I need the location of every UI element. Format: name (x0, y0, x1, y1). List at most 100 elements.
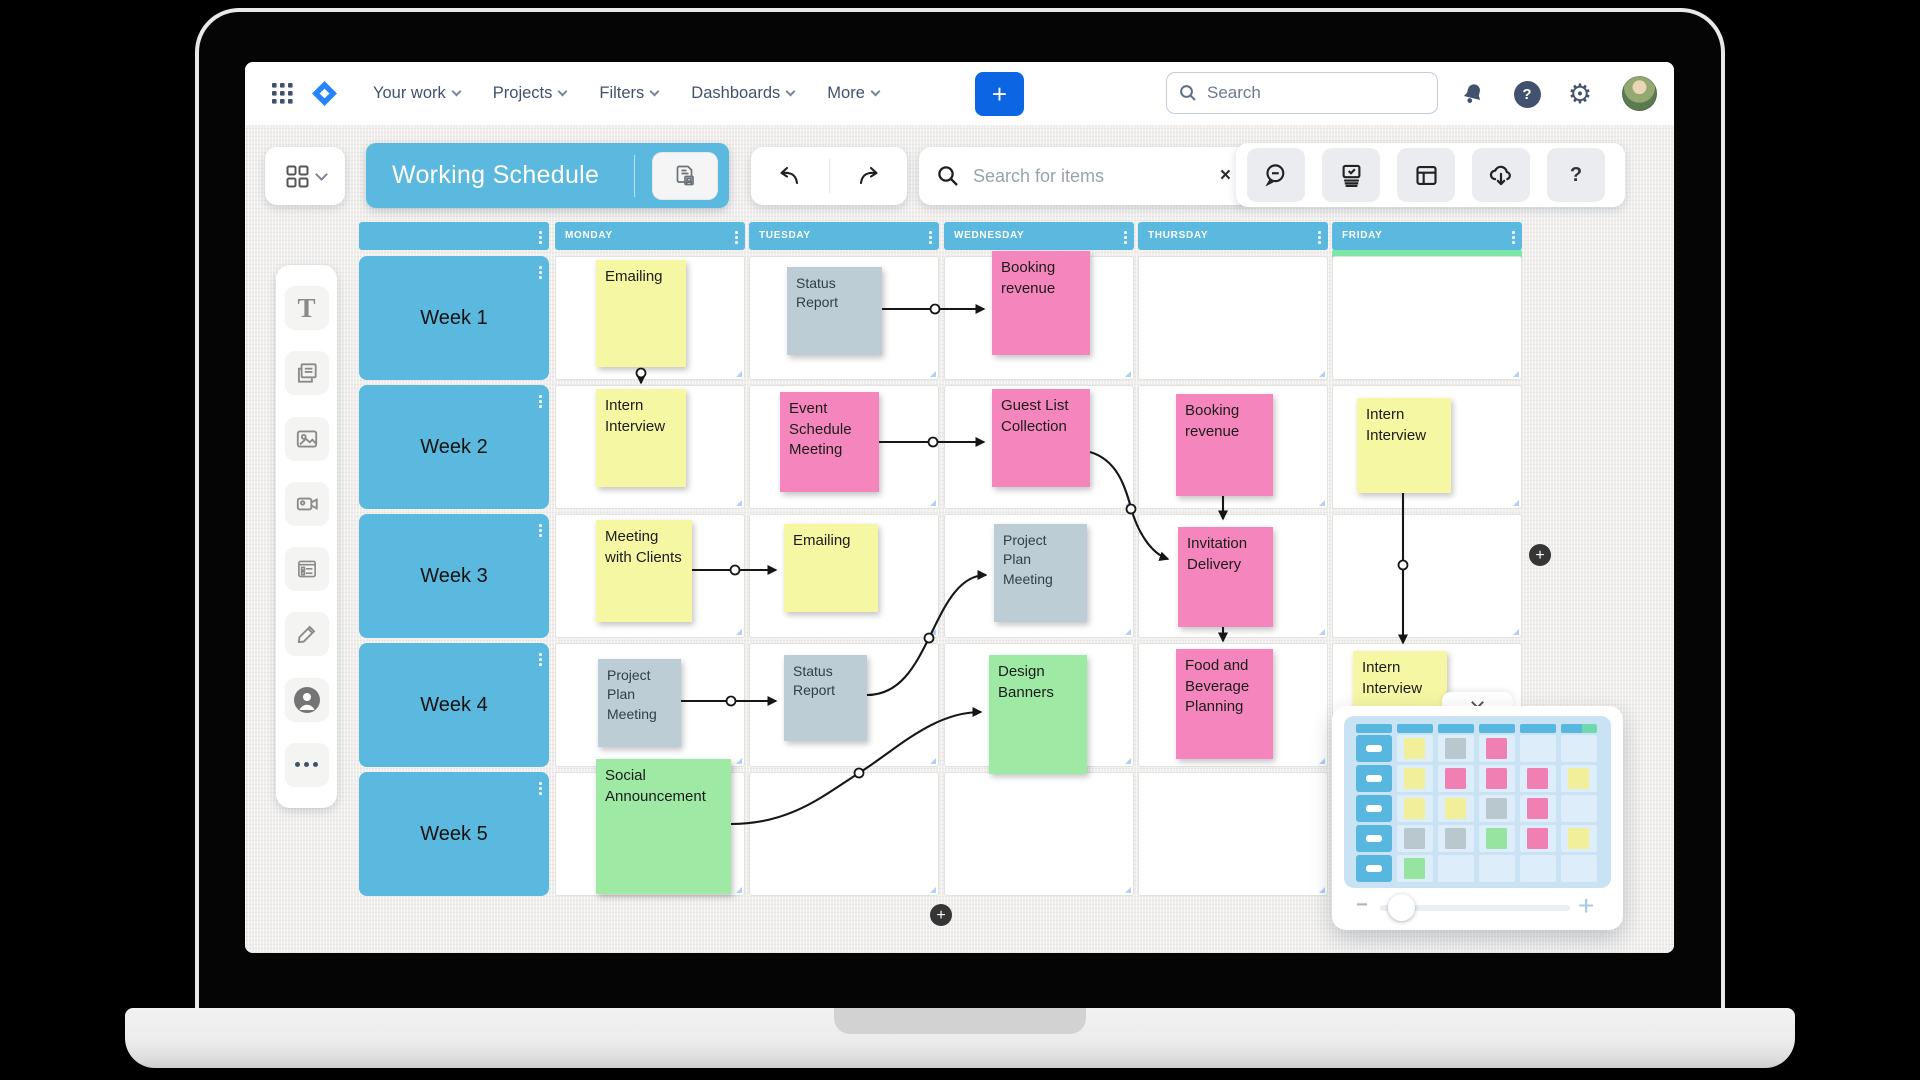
grid-cell[interactable] (1332, 256, 1522, 380)
sticky-note[interactable]: Intern Interview (596, 389, 686, 487)
row-label[interactable]: Week 1 (359, 256, 549, 380)
grid-cell[interactable] (1138, 772, 1328, 896)
minimap-cell (1561, 795, 1597, 822)
grid-cell[interactable] (749, 772, 939, 896)
nav-item-projects[interactable]: Projects (493, 84, 568, 103)
add-row-button[interactable]: + (930, 904, 952, 926)
minimap-board[interactable] (1344, 716, 1611, 888)
sticky-note[interactable]: Meeting with Clients (596, 520, 692, 622)
sticky-note[interactable]: Emailing (596, 260, 686, 367)
person-icon (293, 686, 320, 713)
object-toolbar: T (276, 265, 337, 808)
kebab-menu-icon[interactable] (539, 266, 542, 279)
minimap-row-label (1356, 735, 1392, 762)
nav-item-your-work[interactable]: Your work (373, 84, 462, 103)
kebab-menu-icon[interactable] (1124, 231, 1127, 244)
minimap-panel: − + (1332, 706, 1623, 930)
sticky-note[interactable]: Booking revenue (992, 251, 1090, 355)
add-column-button[interactable]: + (1529, 544, 1551, 566)
sticky-note[interactable]: Food and Beverage Planning (1176, 649, 1273, 759)
app-screen: Your work Projects Filters Dashboards More +… (245, 62, 1674, 953)
chevron-down-icon (785, 86, 796, 97)
notifications-bell-icon[interactable] (1458, 79, 1488, 109)
kebab-menu-icon[interactable] (1318, 231, 1321, 244)
redo-button[interactable] (830, 147, 908, 205)
sticky-note[interactable]: Project Plan Meeting (598, 659, 681, 747)
nav-item-more[interactable]: More (827, 84, 881, 103)
row-label-column-header[interactable] (359, 222, 549, 250)
nav-item-filters[interactable]: Filters (599, 84, 660, 103)
help-icon[interactable]: ? (1512, 79, 1542, 109)
zoom-in-button[interactable]: + (1578, 890, 1595, 921)
save-board-button[interactable] (652, 151, 718, 200)
grid-cell[interactable] (944, 772, 1134, 896)
column-header[interactable]: THURSDAY (1138, 222, 1328, 250)
grid-cell[interactable] (1332, 514, 1522, 638)
chevron-down-icon (870, 86, 881, 97)
sticky-note[interactable]: Social Announcement (596, 759, 731, 894)
notes-icon (297, 363, 317, 384)
zoom-out-button[interactable]: − (1356, 894, 1368, 916)
row-label[interactable]: Week 5 (359, 772, 549, 896)
column-header[interactable]: MONDAY (555, 222, 745, 250)
voting-card-button[interactable] (1322, 148, 1380, 202)
text-tool-button[interactable]: T (284, 286, 329, 331)
chevron-down-icon (649, 86, 660, 97)
kebab-menu-icon[interactable] (539, 782, 542, 795)
kebab-menu-icon[interactable] (735, 231, 738, 244)
chevron-down-icon (314, 167, 328, 181)
kebab-menu-icon[interactable] (539, 395, 542, 408)
undo-button[interactable] (751, 147, 829, 205)
nav-item-dashboards[interactable]: Dashboards (691, 84, 796, 103)
sticky-note[interactable]: Guest List Collection (992, 389, 1090, 487)
template-picker-button[interactable] (265, 147, 345, 205)
clear-search-icon[interactable]: × (1219, 165, 1231, 186)
checklist-board-tool-button[interactable] (284, 547, 329, 592)
help-button[interactable]: ? (1547, 148, 1605, 202)
sticky-note[interactable]: Booking revenue (1176, 394, 1273, 496)
kebab-menu-icon[interactable] (539, 231, 542, 244)
cloud-download-button[interactable] (1472, 148, 1530, 202)
grid-cell[interactable] (1138, 256, 1328, 380)
row-label[interactable]: Week 4 (359, 643, 549, 767)
minimap-sticky (1445, 828, 1466, 849)
video-tool-button[interactable] (284, 481, 329, 526)
user-avatar[interactable] (1622, 76, 1657, 111)
create-button[interactable]: + (975, 72, 1024, 116)
grid-template-icon (286, 165, 308, 187)
zoom-slider-track[interactable] (1380, 905, 1570, 911)
image-tool-button[interactable] (284, 416, 329, 461)
row-label[interactable]: Week 2 (359, 385, 549, 509)
sticky-note[interactable]: Design Banners (989, 655, 1087, 774)
settings-gear-icon[interactable]: ⚙ (1567, 78, 1593, 109)
kebab-menu-icon[interactable] (539, 653, 542, 666)
kebab-menu-icon[interactable] (929, 231, 932, 244)
sticky-note[interactable]: Event Schedule Meeting (780, 392, 879, 492)
sticky-note[interactable]: Status Report (787, 267, 882, 355)
column-header[interactable]: FRIDAY (1332, 222, 1522, 250)
nav-search-input[interactable]: Search (1166, 72, 1438, 114)
zoom-slider-knob[interactable] (1388, 894, 1415, 921)
more-tools-button[interactable] (284, 742, 329, 787)
minimap-cell (1561, 855, 1597, 882)
pen-tool-button[interactable] (284, 612, 329, 657)
comment-search-button[interactable] (1247, 148, 1305, 202)
sticky-note[interactable]: Invitation Delivery (1178, 527, 1273, 627)
column-header[interactable]: TUESDAY (749, 222, 939, 250)
frames-window-button[interactable] (1397, 148, 1455, 202)
app-switcher-icon[interactable] (271, 82, 294, 105)
people-tool-button[interactable] (284, 677, 329, 722)
board-search-panel[interactable]: Search for items × (919, 147, 1249, 205)
kebab-menu-icon[interactable] (539, 524, 542, 537)
sticky-note-tool-button[interactable] (284, 351, 329, 396)
sticky-note[interactable]: Emailing (784, 524, 878, 612)
minimap-column-header (1438, 724, 1474, 733)
column-header[interactable]: WEDNESDAY (944, 222, 1134, 250)
sticky-note[interactable]: Intern Interview (1357, 398, 1451, 493)
undo-redo-panel (751, 147, 907, 205)
kebab-menu-icon[interactable] (1512, 231, 1515, 244)
row-label[interactable]: Week 3 (359, 514, 549, 638)
sticky-note[interactable]: Status Report (784, 655, 867, 741)
sticky-note[interactable]: Project Plan Meeting (994, 524, 1087, 622)
jira-logo-icon[interactable] (311, 80, 338, 107)
